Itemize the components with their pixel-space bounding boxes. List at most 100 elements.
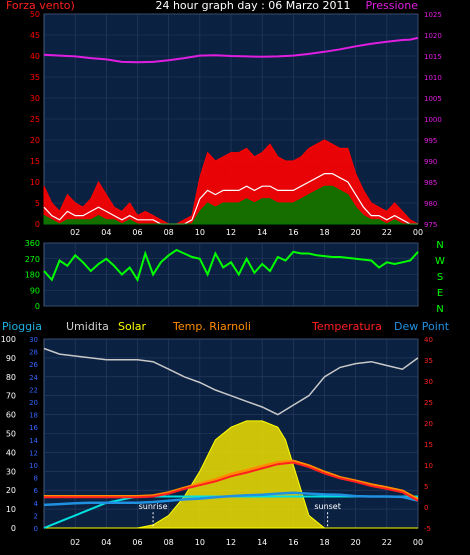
y-small-tick: 10 — [29, 462, 38, 470]
x-tick: 10 — [195, 228, 205, 237]
y-left-tick: 35 — [30, 73, 40, 82]
x-tick: 02 — [70, 228, 80, 237]
y-small-tick: 28 — [29, 349, 38, 357]
compass-label: N — [436, 240, 443, 251]
x-tick: 12 — [226, 228, 236, 237]
y-pct-tick: 80 — [6, 373, 16, 382]
x-tick: 06 — [132, 538, 142, 547]
y-left-tick: 180 — [25, 271, 40, 280]
y-small-tick: 30 — [29, 336, 38, 344]
y-right-tick: 1000 — [424, 116, 442, 124]
y-pct-tick: 0 — [11, 524, 16, 533]
x-tick: 14 — [257, 228, 267, 237]
y-small-tick: 20 — [29, 399, 38, 407]
series-wind-avg — [43, 173, 418, 225]
y-pct-tick: 20 — [6, 486, 16, 495]
y-left-tick: 45 — [30, 31, 40, 40]
pressure-axis-label: Pressione — [366, 0, 419, 12]
legend-pioggia: Pioggia — [2, 320, 42, 333]
y-right-tick: 0 — [424, 504, 428, 512]
y-small-tick: 0 — [34, 525, 38, 533]
y-small-tick: 4 — [34, 500, 39, 508]
y-right-tick: 5 — [424, 483, 428, 491]
y-small-tick: 16 — [29, 424, 38, 432]
series-temperatura — [44, 461, 419, 502]
y-right-tick: 985 — [424, 179, 437, 187]
y-pct-tick: 40 — [6, 448, 16, 457]
x-tick: 04 — [101, 538, 111, 547]
y-left-tick: 30 — [30, 94, 40, 103]
y-right-tick: -5 — [424, 525, 431, 533]
y-small-tick: 14 — [29, 437, 38, 445]
legend-solar: Solar — [118, 320, 147, 333]
wind-axis-label: Forza vento) — [6, 0, 75, 12]
x-tick: 12 — [226, 538, 236, 547]
compass-label: W — [435, 256, 445, 267]
y-small-tick: 18 — [29, 412, 38, 420]
y-small-tick: 26 — [29, 361, 38, 369]
x-tick: 20 — [351, 228, 361, 237]
x-tick: 20 — [351, 538, 361, 547]
y-left-tick: 0 — [35, 220, 40, 229]
legend-umidita: Umidita — [66, 320, 109, 333]
x-tick: 14 — [257, 538, 267, 547]
title: 24 hour graph day : 06 Marzo 2011 — [155, 0, 350, 12]
y-right-tick: 15 — [424, 441, 433, 449]
series-dew-point — [43, 491, 419, 507]
x-tick: 00 — [413, 538, 423, 547]
y-right-tick: 975 — [424, 221, 437, 229]
compass-label: N — [436, 304, 443, 315]
x-tick: 08 — [164, 538, 174, 547]
y-pct-tick: 100 — [1, 335, 16, 344]
y-left-tick: 5 — [35, 199, 40, 208]
y-right-tick: 995 — [424, 137, 437, 145]
x-tick: 04 — [101, 228, 111, 237]
y-left-tick: 0 — [35, 302, 40, 311]
y-pct-tick: 70 — [6, 392, 16, 401]
x-tick: 22 — [382, 538, 392, 547]
marker-sunset: sunset — [314, 502, 341, 511]
y-small-tick: 6 — [34, 487, 39, 495]
y-small-tick: 22 — [29, 386, 38, 394]
x-tick: 00 — [413, 228, 423, 237]
series-pressione — [43, 36, 419, 64]
y-small-tick: 8 — [34, 475, 38, 483]
y-pct-tick: 50 — [6, 430, 16, 439]
y-right-tick: 40 — [424, 336, 433, 344]
y-small-tick: 2 — [34, 512, 38, 520]
legend-dew-point: Dew Point — [394, 320, 450, 333]
x-tick: 02 — [70, 538, 80, 547]
y-small-tick: 12 — [29, 449, 38, 457]
y-right-tick: 980 — [424, 200, 437, 208]
y-right-tick: 25 — [424, 399, 433, 407]
x-tick: 18 — [319, 228, 329, 237]
y-left-tick: 10 — [30, 178, 40, 187]
y-right-tick: 1015 — [424, 53, 442, 61]
series-umidita — [43, 347, 419, 416]
x-tick: 16 — [288, 228, 298, 237]
y-right-tick: 10 — [424, 462, 433, 470]
y-pct-tick: 60 — [6, 411, 16, 420]
wind-pressure-panel: 0510152025303540455097598098599099510001… — [30, 10, 442, 237]
y-right-tick: 990 — [424, 158, 437, 166]
y-right-tick: 1005 — [424, 95, 442, 103]
y-pct-tick: 10 — [6, 505, 16, 514]
y-left-tick: 90 — [30, 286, 40, 295]
compass-label: S — [437, 272, 443, 283]
y-left-tick: 360 — [25, 239, 40, 248]
x-tick: 22 — [382, 228, 392, 237]
y-right-tick: 35 — [424, 357, 433, 365]
weather-panel: 0102030405060708090100024681012141618202… — [1, 335, 433, 547]
y-left-tick: 270 — [25, 255, 40, 264]
marker-sunrise: sunrise — [139, 502, 168, 511]
series-direction — [43, 248, 419, 283]
y-small-tick: 24 — [29, 374, 38, 382]
y-pct-tick: 90 — [6, 354, 16, 363]
y-left-tick: 20 — [30, 136, 40, 145]
y-right-tick: 1025 — [424, 11, 442, 19]
y-left-tick: 40 — [30, 52, 40, 61]
y-right-tick: 1010 — [424, 74, 442, 82]
legend-temp-riarnoli: Temp. Riarnoli — [172, 320, 251, 333]
series-wind-min — [43, 185, 418, 225]
x-tick: 10 — [195, 538, 205, 547]
